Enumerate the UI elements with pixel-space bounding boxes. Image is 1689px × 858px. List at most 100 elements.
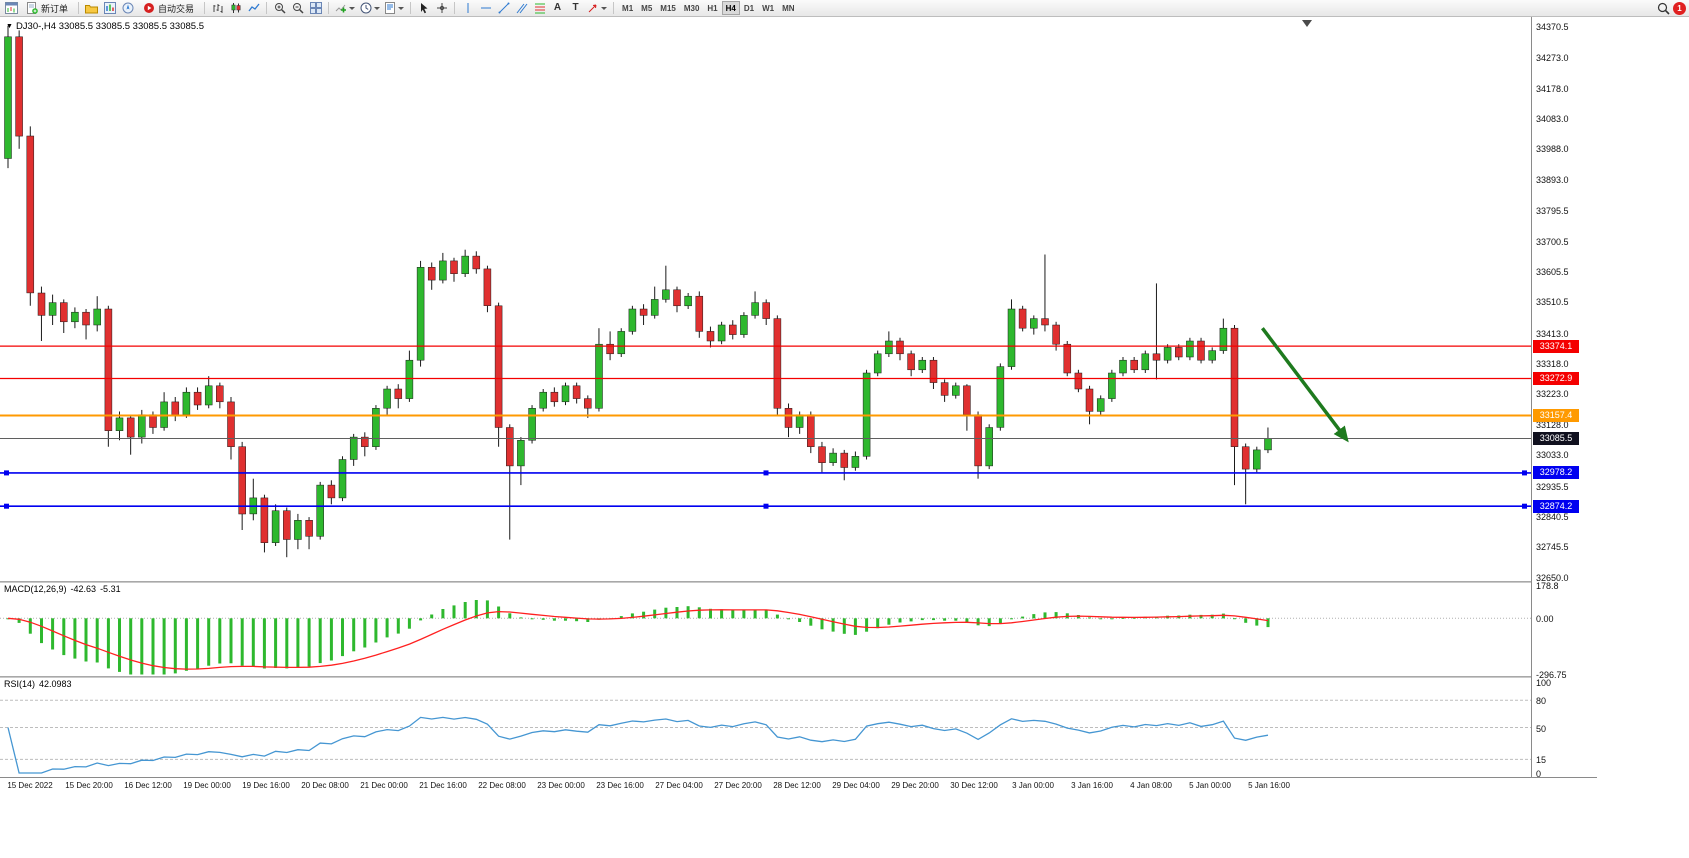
- timeframe-mn[interactable]: MN: [782, 4, 795, 13]
- search-icon[interactable]: [1655, 1, 1672, 16]
- separator: [78, 2, 80, 14]
- chart-window-icon[interactable]: [3, 1, 20, 16]
- navigator-icon[interactable]: [119, 1, 136, 16]
- macd-axis-tick: -296.75: [1536, 669, 1567, 680]
- zoom-out-icon[interactable]: [289, 1, 306, 16]
- macd-panel[interactable]: MACD(12,26,9) -42.63 -5.31: [0, 583, 1531, 676]
- price-tick: 34273.0: [1536, 53, 1569, 64]
- line-handle[interactable]: [1522, 503, 1527, 509]
- separator: [328, 2, 330, 14]
- macd-canvas[interactable]: [0, 583, 1531, 676]
- label-tool-icon[interactable]: T: [567, 1, 584, 16]
- price-tick: 32745.5: [1536, 542, 1569, 553]
- timeframe-h4[interactable]: H4: [721, 1, 740, 15]
- zoom-in-icon[interactable]: [271, 1, 288, 16]
- time-tick: 28 Dec 12:00: [773, 781, 821, 790]
- candlestick-canvas[interactable]: [0, 17, 1531, 581]
- price-tick: 33033.0: [1536, 450, 1569, 461]
- time-tick: 4 Jan 08:00: [1130, 781, 1172, 790]
- price-level-badge: 33085.5: [1533, 432, 1579, 446]
- chevron-down-icon: [601, 6, 608, 10]
- line-handle[interactable]: [763, 503, 769, 509]
- macd-axis-tick: 0.00: [1536, 614, 1554, 625]
- trendline-tool-icon[interactable]: [495, 1, 512, 16]
- timeframe-d1[interactable]: D1: [743, 4, 755, 13]
- price-tick: 32840.5: [1536, 511, 1569, 522]
- trend-arrow[interactable]: [1261, 327, 1349, 443]
- price-tick: 34370.5: [1536, 21, 1569, 32]
- tile-windows-icon[interactable]: [307, 1, 324, 16]
- price-level-badge: 33157.4: [1533, 408, 1579, 422]
- fibonacci-tool-icon[interactable]: [531, 1, 548, 16]
- cursor-icon[interactable]: [415, 1, 432, 16]
- timeframe-m30[interactable]: M30: [683, 4, 700, 13]
- symbol-ohlc-label: DJ30-,H4 33085.5 33085.5 33085.5 33085.5: [15, 21, 204, 32]
- rsi-value: 42.0983: [39, 679, 72, 689]
- timeframe-m1[interactable]: M1: [622, 4, 634, 13]
- vertical-line-tool-icon[interactable]: [459, 1, 476, 16]
- notification-badge[interactable]: 1: [1673, 1, 1686, 15]
- timeframe-w1[interactable]: W1: [762, 4, 775, 13]
- chart-menu-arrow[interactable]: ▼: [6, 23, 13, 30]
- text-tool-icon[interactable]: A: [549, 1, 566, 16]
- line-handle[interactable]: [763, 470, 769, 476]
- separator: [204, 2, 206, 14]
- time-tick: 27 Dec 20:00: [714, 781, 762, 790]
- time-tick: 19 Dec 16:00: [242, 781, 290, 790]
- profiles-icon[interactable]: [83, 1, 100, 16]
- time-tick: 22 Dec 08:00: [478, 781, 526, 790]
- candles: [4, 25, 1272, 558]
- line-handle[interactable]: [4, 470, 9, 476]
- price-tick: 33893.0: [1536, 174, 1569, 185]
- time-tick: 16 Dec 12:00: [124, 781, 172, 790]
- rsi-axis-tick: 100: [1536, 678, 1552, 688]
- time-tick: 20 Dec 08:00: [301, 781, 349, 790]
- rsi-panel[interactable]: RSI(14) 42.0983: [0, 678, 1531, 777]
- scroll-to-end-marker[interactable]: [1302, 20, 1312, 27]
- time-tick: 27 Dec 04:00: [655, 781, 703, 790]
- separator: [454, 2, 456, 14]
- new-order-icon: [27, 2, 38, 14]
- time-tick: 21 Dec 00:00: [360, 781, 408, 790]
- autotrading-icon: [143, 2, 155, 14]
- line-handle[interactable]: [1522, 470, 1527, 476]
- rsi-canvas[interactable]: [0, 678, 1531, 777]
- price-tick: 33413.0: [1536, 328, 1569, 339]
- time-tick: 21 Dec 16:00: [419, 781, 467, 790]
- new-order-label: 新订单: [41, 3, 69, 14]
- price-axis[interactable]: 34370.5 34273.0 34178.0 34083.0 33988.0 33893…: [1531, 17, 1597, 779]
- price-tick: 34083.0: [1536, 114, 1569, 125]
- price-tick: 32650.0: [1536, 572, 1569, 583]
- horizontal-line-tool-icon[interactable]: [477, 1, 494, 16]
- time-tick: 15 Dec 20:00: [65, 781, 113, 790]
- arrows-dropdown[interactable]: [585, 1, 609, 16]
- price-level-badge: 32978.2: [1533, 466, 1579, 480]
- time-tick: 29 Dec 20:00: [891, 781, 939, 790]
- market-watch-icon[interactable]: [101, 1, 118, 16]
- autotrading-button[interactable]: 自动交易: [137, 1, 200, 16]
- templates-dropdown[interactable]: [383, 1, 406, 16]
- candlestick-chart-icon[interactable]: [227, 1, 244, 16]
- periods-dropdown[interactable]: [358, 1, 382, 16]
- splitter-main-macd[interactable]: [0, 581, 1597, 583]
- separator: [266, 2, 268, 14]
- time-tick: 19 Dec 00:00: [183, 781, 231, 790]
- line-handle[interactable]: [4, 503, 9, 509]
- indicators-dropdown[interactable]: [333, 1, 357, 16]
- rsi-name: RSI(14): [4, 679, 36, 689]
- time-tick: 5 Jan 16:00: [1248, 781, 1290, 790]
- splitter-macd-rsi[interactable]: [0, 676, 1597, 678]
- time-axis[interactable]: 15 Dec 2022 15 Dec 20:00 16 Dec 12:00 19 De…: [0, 777, 1597, 793]
- bar-chart-icon[interactable]: [209, 1, 226, 16]
- crosshair-icon[interactable]: [433, 1, 450, 16]
- line-chart-icon[interactable]: [245, 1, 262, 16]
- channel-tool-icon[interactable]: [513, 1, 530, 16]
- timeframe-m15[interactable]: M15: [660, 4, 676, 13]
- rsi-axis-tick: 50: [1536, 723, 1547, 734]
- timeframe-h1[interactable]: H1: [707, 4, 718, 13]
- timeframe-m5[interactable]: M5: [641, 4, 653, 13]
- rsi-line: [7, 716, 1269, 774]
- new-order-button[interactable]: 新订单: [21, 1, 74, 16]
- time-tick: 23 Dec 00:00: [537, 781, 585, 790]
- main-chart-panel[interactable]: ▼ DJ30-,H4 33085.5 33085.5 33085.5 33085…: [0, 17, 1531, 581]
